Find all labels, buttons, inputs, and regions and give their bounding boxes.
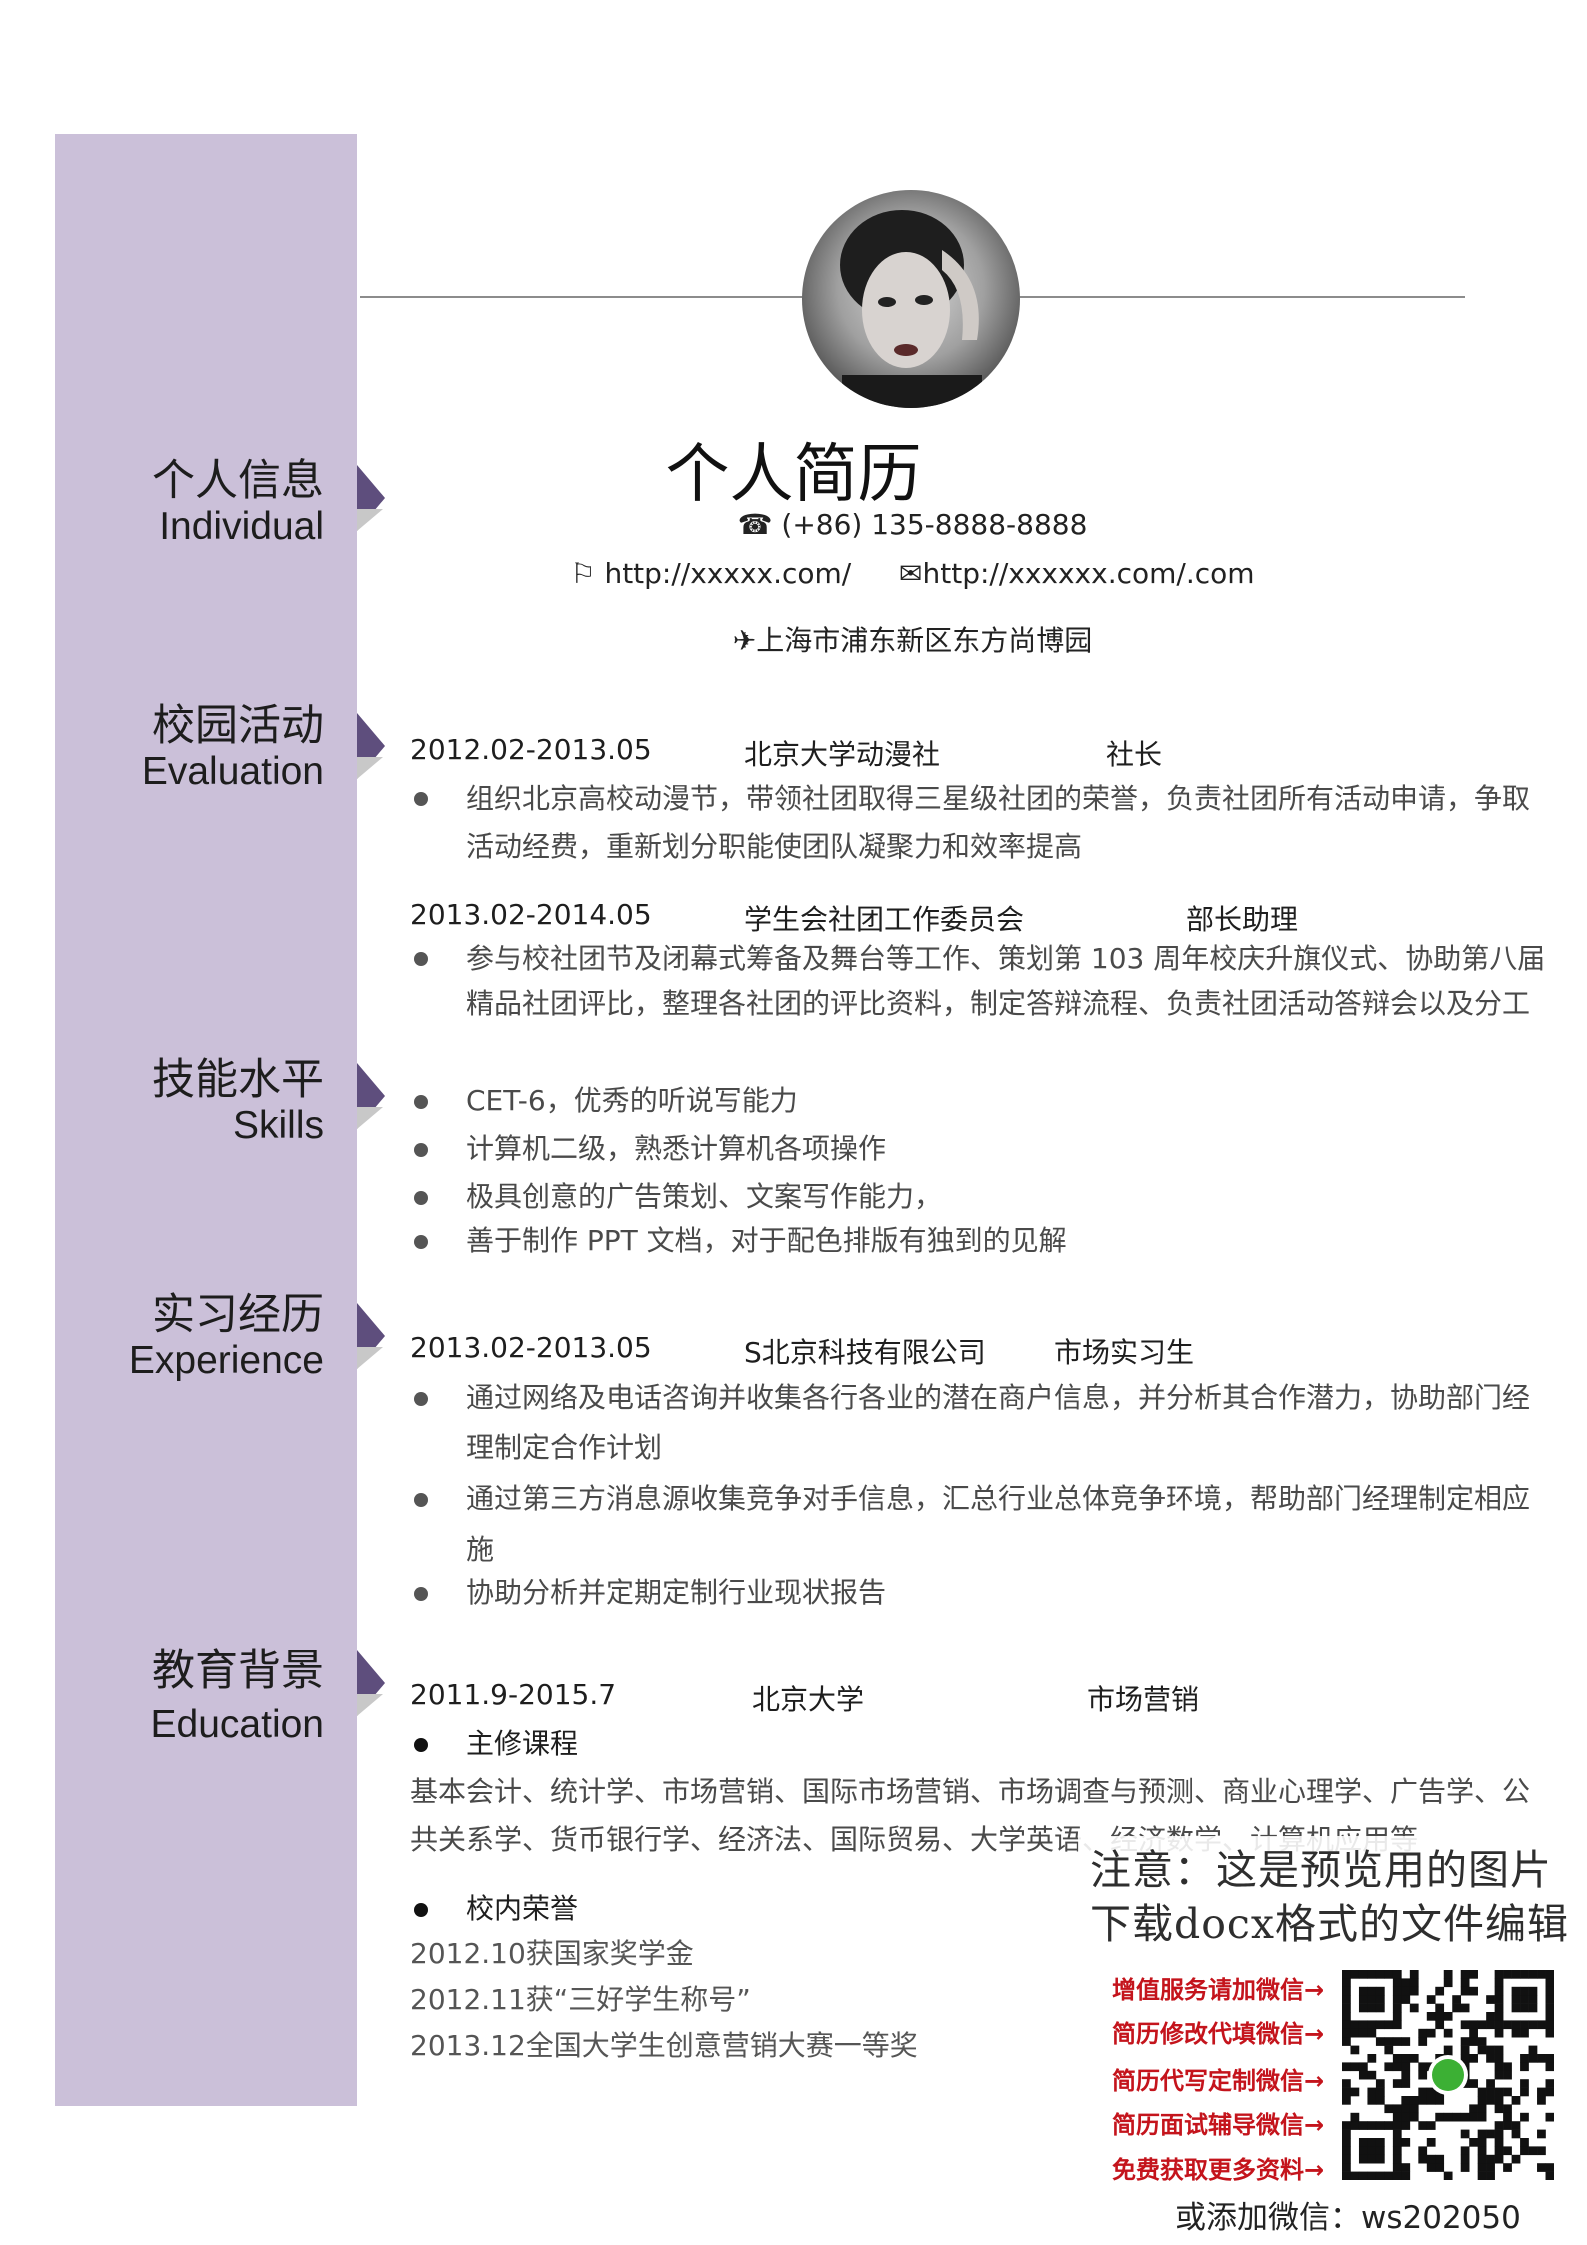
promo-link[interactable]: 简历修改代填微信→ xyxy=(1112,2020,1325,2048)
bullet xyxy=(414,1191,428,1205)
skill-item: 极具创意的广告策划、文案写作能力， xyxy=(466,1180,943,1213)
experience-role: 市场实习生 xyxy=(1054,1336,1195,1369)
mail-icon: ✉ xyxy=(899,557,923,590)
section-title-en: Experience xyxy=(128,1339,324,1382)
phone-icon: ☎ xyxy=(737,508,773,541)
wechat-logo-icon xyxy=(1432,2059,1464,2091)
bullet xyxy=(414,952,428,966)
experience-detail-line: 通过网络及电话咨询并收集各行各业的潜在商户信息，并分析其合作潜力，协助部门经 xyxy=(466,1381,1531,1414)
courses-line: 基本会计、统计学、市场营销、国际市场营销、市场调查与预测、商业心理学、广告学、公 xyxy=(410,1775,1531,1808)
campus-org: 北京大学动漫社 xyxy=(744,738,941,771)
website-link[interactable]: http://xxxxx.com/ xyxy=(604,557,852,590)
sidebar-band xyxy=(55,134,357,2106)
section-title-zh: 技能水平 xyxy=(152,1055,324,1105)
promo-link[interactable]: 免费获取更多资料→ xyxy=(1112,2156,1325,2184)
portrait-photo xyxy=(840,210,982,408)
experience-date: 2013.02-2013.05 xyxy=(410,1331,652,1364)
wechat-qr-code[interactable] xyxy=(1342,1970,1555,2181)
education-major: 市场营销 xyxy=(1087,1683,1200,1716)
watermark-notice: 注意：这是预览用的图片 xyxy=(1090,1846,1552,1894)
watermark-notice: 下载docx格式的文件编辑 xyxy=(1090,1900,1570,1948)
wechat-id-text: 或添加微信：ws202050 xyxy=(1175,2200,1521,2236)
qr-pattern xyxy=(1342,1970,1555,2181)
section-label-skills: 技能水平 Skills xyxy=(152,1056,324,1148)
honor-item: 2012.10获国家奖学金 xyxy=(410,1937,694,1970)
bullet xyxy=(414,1587,428,1601)
bullet xyxy=(414,1493,428,1507)
section-title-en: Skills xyxy=(232,1104,324,1147)
campus-date: 2012.02-2013.05 xyxy=(410,733,652,766)
section-label-experience: 实习经历 Experience xyxy=(129,1291,324,1383)
honor-item: 2013.12全国大学生创意营销大赛一等奖 xyxy=(410,2029,918,2062)
section-title-zh: 教育背景 xyxy=(152,1646,324,1696)
web-line: ⚐ http://xxxxx.com/ ✉http://xxxxxx.com/.… xyxy=(0,557,1587,590)
campus-detail-line: 参与校社团节及闭幕式筹备及舞台等工作、策划第 103 周年校庆升旗仪式、协助第八… xyxy=(466,942,1546,975)
flag-icon: ⚐ xyxy=(570,557,596,590)
experience-detail-line: 协助分析并定期定制行业现状报告 xyxy=(466,1576,887,1609)
campus-detail-line: 精品社团评比，整理各社团的评比资料，制定答辩流程、负责社团活动答辩会以及分工 xyxy=(466,987,1531,1020)
bullet xyxy=(414,1738,428,1752)
section-title-zh: 校园活动 xyxy=(152,701,324,751)
section-title-zh: 个人信息 xyxy=(152,456,324,506)
bullet xyxy=(414,1392,428,1406)
section-label-education: 教育背景 Education xyxy=(151,1647,324,1747)
promo-link[interactable]: 简历面试辅导微信→ xyxy=(1112,2111,1325,2139)
bullet xyxy=(414,1903,428,1917)
experience-org: S北京科技有限公司 xyxy=(744,1336,986,1369)
bullet xyxy=(414,1095,428,1109)
promo-link[interactable]: 简历代写定制微信→ xyxy=(1112,2067,1325,2095)
section-label-individual: 个人信息 Individual xyxy=(152,457,324,549)
honors-title: 校内荣誉 xyxy=(466,1892,579,1925)
address-text: 上海市浦东新区东方尚博园 xyxy=(756,624,1093,657)
campus-role: 部长助理 xyxy=(1186,903,1299,936)
experience-detail-line: 理制定合作计划 xyxy=(466,1431,663,1464)
email-link[interactable]: http://xxxxxx.com/.com xyxy=(922,557,1255,590)
section-title-en: Evaluation xyxy=(141,750,324,793)
honor-item: 2012.11获“三好学生称号” xyxy=(410,1983,751,2016)
courses-title: 主修课程 xyxy=(466,1727,579,1760)
campus-detail-line: 活动经费，重新划分职能使团队凝聚力和效率提高 xyxy=(466,830,1083,863)
address-line: ✈上海市浦东新区东方尚博园 xyxy=(0,619,1587,659)
campus-role: 社长 xyxy=(1106,738,1163,771)
avatar xyxy=(802,190,1020,408)
skill-item: 善于制作 PPT 文档，对于配色排版有独到的见解 xyxy=(466,1224,1067,1257)
skill-item: 计算机二级，熟悉计算机各项操作 xyxy=(466,1132,887,1165)
campus-date: 2013.02-2014.05 xyxy=(410,898,652,931)
bullet xyxy=(414,1143,428,1157)
phone-number: (+86) 135-8888-8888 xyxy=(781,508,1088,541)
experience-detail-line: 施 xyxy=(466,1533,495,1566)
phone-line: ☎ (+86) 135-8888-8888 xyxy=(0,508,1587,541)
education-school: 北京大学 xyxy=(752,1683,865,1716)
section-title-en: Individual xyxy=(159,505,324,548)
skill-item: CET-6，优秀的听说写能力 xyxy=(466,1084,798,1117)
section-title-en: Education xyxy=(150,1703,324,1746)
bullet xyxy=(414,1235,428,1249)
campus-org: 学生会社团工作委员会 xyxy=(744,903,1025,936)
experience-detail-line: 通过第三方消息源收集竞争对手信息，汇总行业总体竞争环境，帮助部门经理制定相应 xyxy=(466,1482,1531,1515)
plane-icon: ✈ xyxy=(732,624,757,657)
page-title: 个人简历 xyxy=(665,438,922,512)
bullet xyxy=(414,792,428,806)
campus-detail-line: 组织北京高校动漫节，带领社团取得三星级社团的荣誉，负责社团所有活动申请，争取 xyxy=(466,782,1531,815)
section-label-evaluation: 校园活动 Evaluation xyxy=(142,702,324,794)
education-date: 2011.9-2015.7 xyxy=(410,1678,617,1711)
section-title-zh: 实习经历 xyxy=(152,1290,324,1340)
promo-link[interactable]: 增值服务请加微信→ xyxy=(1112,1976,1325,2004)
